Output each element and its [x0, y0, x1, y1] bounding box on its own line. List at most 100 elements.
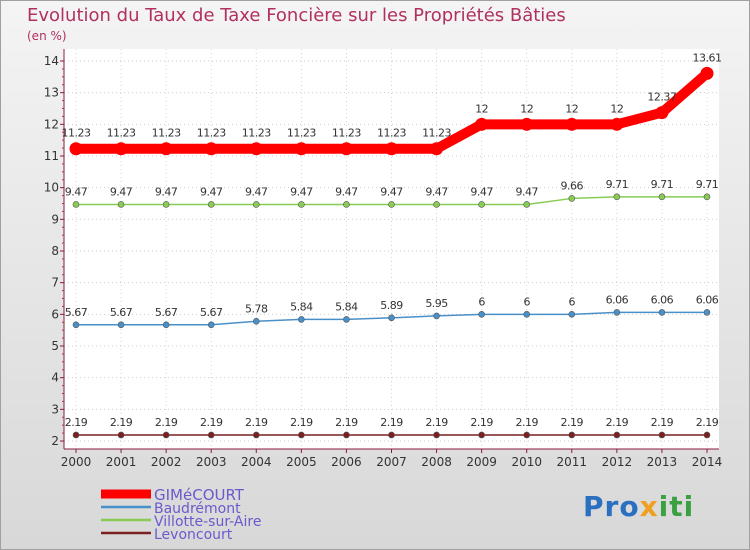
y-tick-label: 12: [44, 117, 59, 131]
data-label: 9.71: [606, 178, 629, 191]
x-tick-label: 2013: [647, 455, 678, 469]
data-point: [249, 142, 263, 156]
data-label: 9.47: [155, 185, 178, 198]
data-point: [478, 201, 485, 208]
data-label: 2.19: [651, 416, 674, 429]
data-label: 5.67: [155, 306, 178, 319]
data-label: 9.66: [561, 179, 584, 192]
x-tick-label: 2009: [466, 455, 497, 469]
data-point: [252, 317, 260, 325]
data-point: [655, 106, 669, 120]
data-point: [388, 431, 395, 439]
data-label: 11.23: [422, 127, 451, 140]
data-point: [159, 142, 173, 156]
data-label: 9.47: [515, 185, 538, 198]
data-label: 13.61: [693, 51, 722, 64]
x-tick-label: 2001: [106, 455, 137, 469]
data-label: 9.47: [425, 185, 448, 198]
data-label: 11.23: [62, 127, 91, 140]
x-tick-label: 2010: [511, 455, 542, 469]
data-point: [703, 431, 711, 439]
data-label: 9.47: [245, 185, 268, 198]
x-tick-label: 2011: [557, 455, 588, 469]
data-point: [703, 309, 711, 316]
data-label: 9.47: [335, 185, 358, 198]
data-point: [69, 142, 83, 156]
data-point: [298, 201, 305, 208]
data-point: [520, 117, 534, 131]
legend-label: Levoncourt: [154, 527, 233, 543]
x-tick-label: 2006: [331, 455, 362, 469]
y-tick-label: 8: [51, 244, 59, 258]
x-tick-label: 2005: [286, 455, 317, 469]
data-label: 11.23: [152, 127, 181, 140]
data-label: 5.84: [335, 300, 358, 313]
data-label: 11.23: [377, 127, 406, 140]
data-label: 2.19: [425, 416, 448, 429]
data-label: 2.19: [290, 416, 313, 429]
data-label: 2.19: [65, 416, 88, 429]
data-label: 2.19: [696, 416, 719, 429]
y-tick-label: 10: [44, 181, 59, 195]
data-point: [568, 311, 576, 318]
data-label: 11.23: [107, 127, 136, 140]
data-label: 12: [520, 102, 533, 115]
data-label: 12.37: [647, 91, 676, 104]
y-tick-label: 2: [51, 434, 59, 448]
data-point: [72, 431, 80, 439]
data-point: [658, 431, 666, 439]
data-point: [613, 193, 621, 201]
data-label: 5.67: [65, 306, 88, 319]
data-label: 9.71: [651, 178, 674, 191]
data-point: [207, 431, 215, 439]
data-point: [610, 117, 624, 131]
x-tick-label: 2012: [602, 455, 633, 469]
data-label: 9.47: [380, 185, 403, 198]
data-label: 2.19: [335, 416, 358, 429]
data-point: [523, 311, 531, 318]
data-point: [117, 201, 125, 208]
data-label: 5.84: [290, 300, 313, 313]
data-point: [72, 321, 80, 329]
data-label: 2.19: [380, 416, 403, 429]
data-point: [478, 311, 485, 318]
data-point: [117, 431, 125, 439]
data-label: 2.19: [515, 416, 538, 429]
data-label: 2.19: [200, 416, 223, 429]
data-label: 5.78: [245, 302, 268, 315]
data-point: [114, 142, 128, 156]
data-point: [433, 312, 440, 320]
y-tick-label: 7: [51, 276, 59, 290]
x-tick-label: 2004: [241, 455, 272, 469]
data-point: [162, 321, 170, 329]
data-point: [658, 193, 666, 201]
data-label: 11.23: [242, 127, 271, 140]
data-point: [298, 316, 305, 323]
data-label: 5.67: [200, 306, 223, 319]
data-point: [252, 201, 260, 208]
data-point: [207, 321, 215, 329]
data-label: 9.71: [696, 178, 719, 191]
logo-part-3: iti: [658, 490, 695, 523]
data-point: [385, 142, 398, 156]
data-point: [388, 201, 395, 208]
data-point: [613, 431, 621, 439]
data-label: 2.19: [110, 416, 133, 429]
legend-label: Baudrémont: [154, 501, 241, 517]
data-label: 12: [565, 102, 578, 115]
data-label: 12: [475, 102, 488, 115]
data-point: [388, 314, 395, 322]
y-tick-label: 3: [51, 402, 59, 416]
data-label: 9.47: [110, 185, 133, 198]
y-tick-label: 13: [44, 86, 59, 100]
x-tick-label: 2003: [196, 455, 227, 469]
data-label: 6: [523, 295, 530, 308]
y-tick-label: 14: [44, 54, 59, 68]
data-label: 2.19: [245, 416, 268, 429]
data-point: [72, 201, 80, 208]
data-point: [478, 431, 485, 439]
data-label: 11.23: [287, 127, 316, 140]
logo-part-1: Pro: [583, 490, 640, 523]
